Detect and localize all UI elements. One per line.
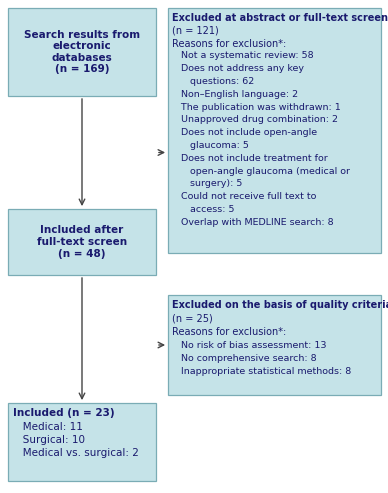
Text: access: 5: access: 5 [172, 205, 234, 214]
Text: Non–English language: 2: Non–English language: 2 [172, 90, 298, 99]
Text: No risk of bias assessment: 13: No risk of bias assessment: 13 [172, 341, 326, 350]
Text: Could not receive full text to: Could not receive full text to [172, 192, 316, 201]
Text: Does not include open-angle: Does not include open-angle [172, 128, 317, 137]
Text: Reasons for exclusion*:: Reasons for exclusion*: [172, 38, 286, 49]
Text: (n = 121): (n = 121) [172, 26, 219, 36]
Text: surgery): 5: surgery): 5 [172, 179, 242, 188]
Text: No comprehensive search: 8: No comprehensive search: 8 [172, 354, 317, 363]
Text: Medical vs. surgical: 2: Medical vs. surgical: 2 [13, 449, 139, 458]
Text: Unapproved drug combination: 2: Unapproved drug combination: 2 [172, 115, 338, 124]
Text: Surgical: 10: Surgical: 10 [13, 435, 85, 445]
FancyBboxPatch shape [8, 403, 156, 481]
Text: Not a systematic review: 58: Not a systematic review: 58 [172, 51, 314, 61]
Text: Included after
full-text screen
(n = 48): Included after full-text screen (n = 48) [37, 225, 127, 259]
FancyBboxPatch shape [168, 8, 381, 253]
Text: Reasons for exclusion*:: Reasons for exclusion*: [172, 327, 286, 337]
Text: The publication was withdrawn: 1: The publication was withdrawn: 1 [172, 103, 341, 111]
Text: Included (n = 23): Included (n = 23) [13, 408, 114, 418]
FancyBboxPatch shape [8, 209, 156, 275]
Text: questions: 62: questions: 62 [172, 77, 254, 86]
Text: open-angle glaucoma (medical or: open-angle glaucoma (medical or [172, 167, 350, 176]
Text: Medical: 11: Medical: 11 [13, 422, 83, 431]
Text: Inappropriate statistical methods: 8: Inappropriate statistical methods: 8 [172, 367, 351, 377]
Text: Excluded at abstract or full-text screen: Excluded at abstract or full-text screen [172, 13, 388, 23]
Text: glaucoma: 5: glaucoma: 5 [172, 141, 249, 150]
Text: (n = 25): (n = 25) [172, 314, 213, 323]
FancyBboxPatch shape [8, 8, 156, 96]
Text: Search results from
electronic
databases
(n = 169): Search results from electronic databases… [24, 30, 140, 74]
FancyBboxPatch shape [168, 295, 381, 395]
Text: Excluded on the basis of quality criteria: Excluded on the basis of quality criteri… [172, 300, 388, 310]
Text: Does not include treatment for: Does not include treatment for [172, 154, 328, 163]
Text: Does not address any key: Does not address any key [172, 64, 304, 73]
Text: Overlap with MEDLINE search: 8: Overlap with MEDLINE search: 8 [172, 218, 334, 227]
